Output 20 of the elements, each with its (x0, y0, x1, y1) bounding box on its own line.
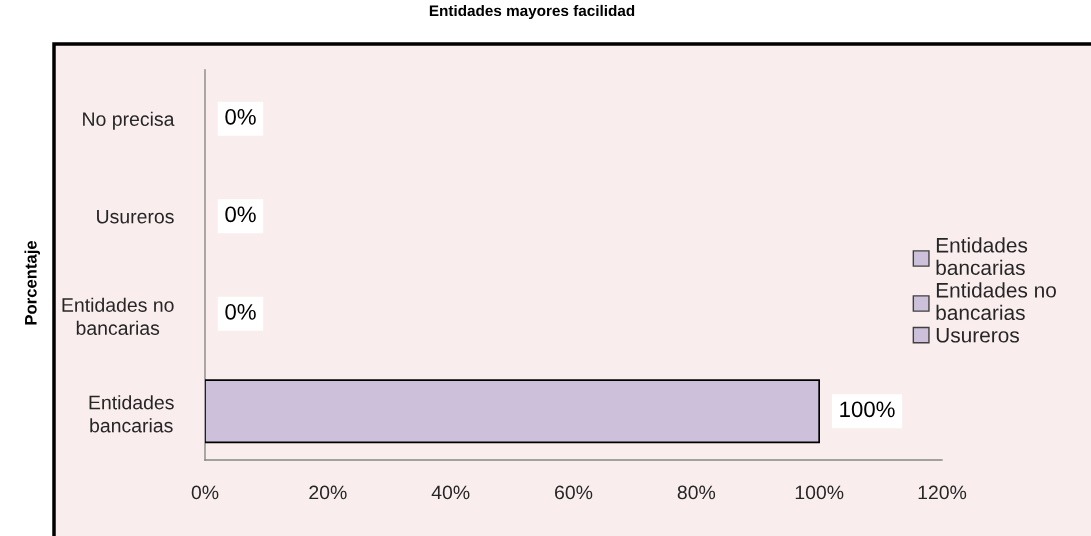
y-tick-label: No precisa (83, 111, 175, 130)
x-tick-label: 60% (555, 485, 593, 500)
y-axis-title: Porcentaje (24, 240, 40, 325)
data-label: 0% (225, 206, 256, 223)
x-tick-label: 40% (431, 485, 470, 500)
legend-label: Entidades bancarias (936, 237, 1028, 276)
x-tick-label: 0% (191, 485, 219, 500)
y-tick-label: Entidades no bancarias (62, 297, 174, 335)
chart-title: Entidades mayores facilidad (429, 4, 635, 20)
legend-label: Entidades no bancarias (936, 282, 1056, 321)
data-label: 0% (225, 108, 256, 125)
x-tick-label: 20% (309, 485, 347, 500)
y-tick-label: Usureros (97, 209, 174, 224)
x-tick-label: 120% (918, 485, 967, 500)
y-tick-label: Entidades bancarias (89, 395, 174, 433)
data-label: 100% (840, 401, 895, 418)
x-tick-label: 80% (677, 485, 716, 500)
data-label: 0% (225, 303, 256, 320)
legend-label: Usureros (936, 328, 1019, 343)
x-tick-label: 100% (795, 485, 844, 500)
